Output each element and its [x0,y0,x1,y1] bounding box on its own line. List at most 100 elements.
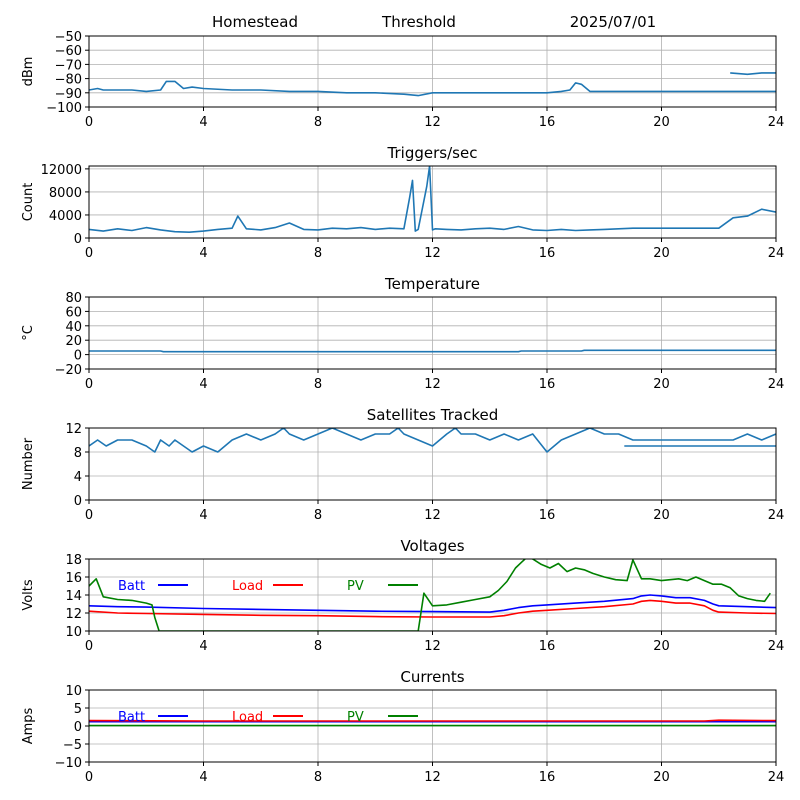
y-tick-label: −10 [55,756,82,771]
x-tick-label: 0 [85,115,93,130]
chart-panel-2: 0 4 8 12 16 20 24 0 4000 8000 12000 Triggers/sec Cou… [21,144,784,261]
series-line-1 [89,349,776,353]
x-tick-label: 8 [314,639,322,654]
x-tick-label: 24 [768,115,785,130]
chart-panel-1: 0 4 8 12 16 20 24 −100−90−80−70−60−50 dBm [21,30,784,130]
plot-area [89,166,776,233]
x-tick-label: 4 [199,115,207,130]
y-tick-label: 60 [65,305,82,320]
y-axis-label: Count [21,183,36,222]
y-tick-label: 10 [65,684,82,699]
y-tick-label: 12000 [41,163,82,178]
x-tick-label: 4 [199,377,207,392]
y-axis-label: Volts [21,579,36,611]
x-tick-label: 0 [85,246,93,261]
x-tick-label: 8 [314,377,322,392]
y-tick-label: −90 [55,87,82,102]
legend-label-batt: Batt [118,579,145,594]
x-tick-label: 0 [85,639,93,654]
y-tick-label: 8000 [49,186,82,201]
y-tick-label: 0 [74,720,82,735]
x-tick-label: 0 [85,508,93,523]
x-tick-label: 0 [85,377,93,392]
chart-panel-4: 0 4 8 12 16 20 24 0 4 8 12 Satellites Tracked Number [21,406,784,523]
series-pv-line [89,559,771,631]
y-tick-label: −100 [46,101,82,116]
x-tick-label: 12 [424,115,441,130]
legend-label-pv: PV [347,710,364,725]
y-tick-label: 14 [65,589,82,604]
legend-label-batt: Batt [118,710,145,725]
y-axis-label: Amps [21,707,36,744]
chart-panel-6: 0 4 8 12 16 20 24 −10 −5 0 5 10 Currents Amps Batt Load… [21,668,784,785]
legend-label-pv: PV [347,579,364,594]
y-tick-label: 5 [74,702,82,717]
x-tick-label: 20 [653,770,670,785]
y-tick-label: 12 [65,607,82,622]
legend-label-load: Load [232,579,263,594]
x-tick-label: 12 [424,246,441,261]
site-name: Homestead [212,13,298,31]
chart-title: Currents [400,668,464,686]
x-tick-label: 8 [314,508,322,523]
y-tick-label: −20 [55,363,82,378]
y-tick-label: 40 [65,320,82,335]
y-tick-label: −60 [55,44,82,59]
y-axis-label: dBm [21,57,36,87]
y-tick-label: 20 [65,334,82,349]
x-tick-label: 16 [539,246,556,261]
x-tick-label: 16 [539,115,556,130]
chart-title: Satellites Tracked [367,406,498,424]
x-tick-label: 0 [85,770,93,785]
plot-area [89,428,776,453]
series-line-2 [730,72,776,76]
y-tick-label: 0 [74,494,82,509]
x-tick-label: 16 [539,770,556,785]
y-tick-label: 18 [65,553,82,568]
x-tick-label: 16 [539,377,556,392]
x-tick-label: 20 [653,639,670,654]
y-tick-label: 80 [65,291,82,306]
chart-panel-5: 0 4 8 12 16 20 24 10 12 14 16 18 Voltages Volts Batt Lo… [21,537,784,654]
plot-area [89,719,776,727]
y-tick-label: 12 [65,422,82,437]
chart-title: Voltages [400,537,464,555]
x-tick-label: 24 [768,508,785,523]
series-line-1 [89,80,776,97]
x-tick-label: 12 [424,508,441,523]
x-tick-label: 12 [424,377,441,392]
x-tick-label: 8 [314,246,322,261]
chart-title: Temperature [384,275,480,293]
x-tick-label: 16 [539,508,556,523]
x-tick-label: 12 [424,770,441,785]
series-line-1 [89,428,776,453]
y-tick-label: 4 [74,470,82,485]
y-axis-label: Number [21,437,36,490]
y-tick-label: −50 [55,30,82,45]
threshold-label: Threshold [381,13,456,31]
series-batt-line [89,594,776,613]
x-tick-label: 24 [768,639,785,654]
x-tick-label: 4 [199,508,207,523]
y-axis-label: °C [21,325,36,341]
x-tick-label: 8 [314,770,322,785]
y-tick-label: 10 [65,625,82,640]
x-tick-label: 12 [424,639,441,654]
y-tick-label: 8 [74,446,82,461]
series-load-line [89,719,776,722]
legend-label-load: Load [232,710,263,725]
x-tick-label: 20 [653,508,670,523]
x-tick-label: 24 [768,770,785,785]
y-tick-label: −70 [55,58,82,73]
x-tick-label: 8 [314,115,322,130]
x-tick-label: 20 [653,115,670,130]
series-load-line [89,599,776,618]
plot-area [89,559,776,631]
plot-area [89,349,776,353]
x-tick-label: 4 [199,770,207,785]
x-tick-label: 20 [653,377,670,392]
y-tick-label: 4000 [49,209,82,224]
y-tick-label: 0 [74,349,82,364]
